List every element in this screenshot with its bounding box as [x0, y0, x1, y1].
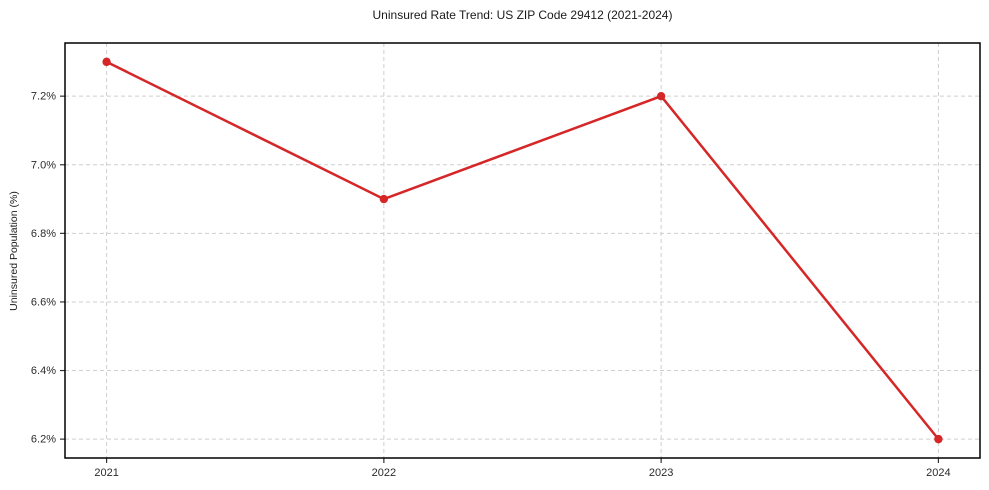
x-tick-label: 2022	[372, 467, 396, 479]
data-point-marker	[934, 434, 943, 444]
x-tick-label: 2021	[94, 467, 118, 479]
data-point-marker	[656, 91, 666, 101]
y-tick-label: 6.8%	[31, 228, 56, 240]
y-tick-label: 6.4%	[31, 365, 56, 377]
plot-border	[64, 42, 981, 459]
y-tick-label: 6.2%	[31, 434, 56, 446]
data-point-marker	[379, 194, 389, 204]
data-point-marker	[102, 57, 111, 67]
x-tick-label: 2023	[649, 467, 673, 479]
y-tick-label: 6.6%	[31, 296, 56, 308]
y-tick-label: 7.2%	[31, 91, 56, 103]
x-tick-label: 2024	[926, 467, 950, 479]
chart-title: Uninsured Rate Trend: US ZIP Code 29412 …	[372, 8, 673, 22]
y-tick-label: 7.0%	[31, 159, 56, 171]
trend-line	[105, 60, 940, 441]
